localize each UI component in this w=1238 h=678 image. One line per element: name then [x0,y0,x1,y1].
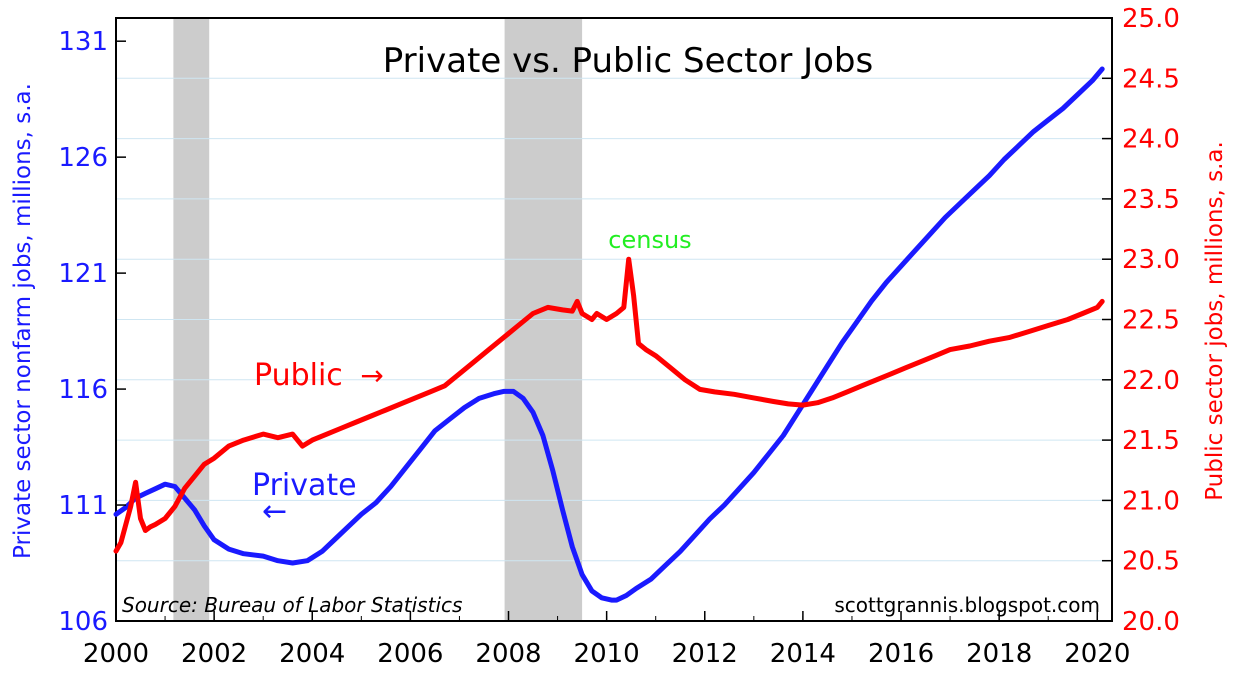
census-annotation: census [608,226,691,254]
y-right-tick-label: 22.0 [1122,366,1180,396]
x-tick-label: 2018 [966,639,1032,669]
y-right-tick-label: 21.0 [1122,486,1180,516]
x-tick-label: 2012 [672,639,738,669]
y-right-tick-label: 24.0 [1122,125,1180,155]
x-tick-label: 2004 [279,639,345,669]
x-tick-label: 2008 [475,639,541,669]
y-right-tick-label: 22.5 [1122,306,1180,336]
x-tick-label: 2016 [868,639,934,669]
y-right-tick-label: 21.5 [1122,426,1180,456]
public-annotation: Public → [254,358,384,393]
y-left-tick-label: 121 [58,259,108,289]
y-right-tick-label: 25.0 [1122,4,1180,34]
y-right-tick-label: 23.0 [1122,245,1180,275]
series-line-public [113,256,1105,554]
public-annotation-label: Public [254,358,343,393]
x-axis-ticks: 2000 2002 2004 2006 2008 2010 2012 2014 2016 2018… [83,611,1130,669]
y-right-tick-label: 23.5 [1122,185,1180,215]
credit-note: scottgrannis.blogspot.com [834,593,1100,617]
public-arrow: → [360,359,383,392]
y-right-axis-ticks: 20.0 20.5 21.0 21.5 22.0 22.5 23.0 23.5 24.0 24.5… [1102,4,1180,637]
y-left-tick-label: 126 [58,143,108,173]
private-arrow: ← [262,494,287,529]
y-left-label: Private sector nonfarm jobs, millions, s… [10,83,36,559]
x-tick-label: 2000 [83,639,149,669]
private-annotation-label: Private [252,468,357,503]
y-left-axis-ticks: 106 111 116 121 126 131 [58,27,126,637]
x-tick-label: 2010 [574,639,640,669]
source-note: Source: Bureau of Labor Statistics [122,593,462,617]
chart-title: Private vs. Public Sector Jobs [383,41,873,81]
y-right-tick-label: 24.5 [1122,64,1180,94]
y-left-tick-label: 111 [58,491,108,521]
x-tick-label: 2002 [181,639,247,669]
y-right-tick-label: 20.0 [1122,607,1180,637]
gridlines [116,77,1112,562]
y-left-tick-label: 106 [58,607,108,637]
x-tick-label: 2014 [770,639,836,669]
y-right-tick-label: 20.5 [1122,547,1180,577]
y-left-tick-label: 131 [58,27,108,57]
series-lines [113,66,1105,603]
series-line-private [113,66,1105,603]
x-tick-label: 2006 [377,639,443,669]
y-right-label: Public sector jobs, millions, s.a. [1202,141,1228,501]
y-left-tick-label: 116 [58,375,108,405]
x-tick-label: 2020 [1064,639,1130,669]
